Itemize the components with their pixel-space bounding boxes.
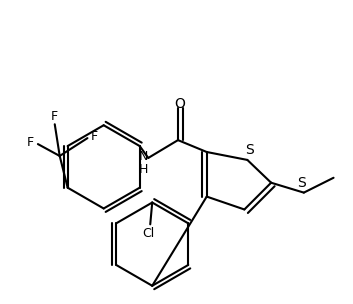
Text: Cl: Cl [142,227,154,240]
Text: S: S [298,176,306,190]
Text: N
H: N H [139,150,148,176]
Text: O: O [174,98,185,112]
Text: F: F [91,130,98,143]
Text: F: F [26,136,34,149]
Text: S: S [245,143,254,157]
Text: F: F [51,110,58,123]
